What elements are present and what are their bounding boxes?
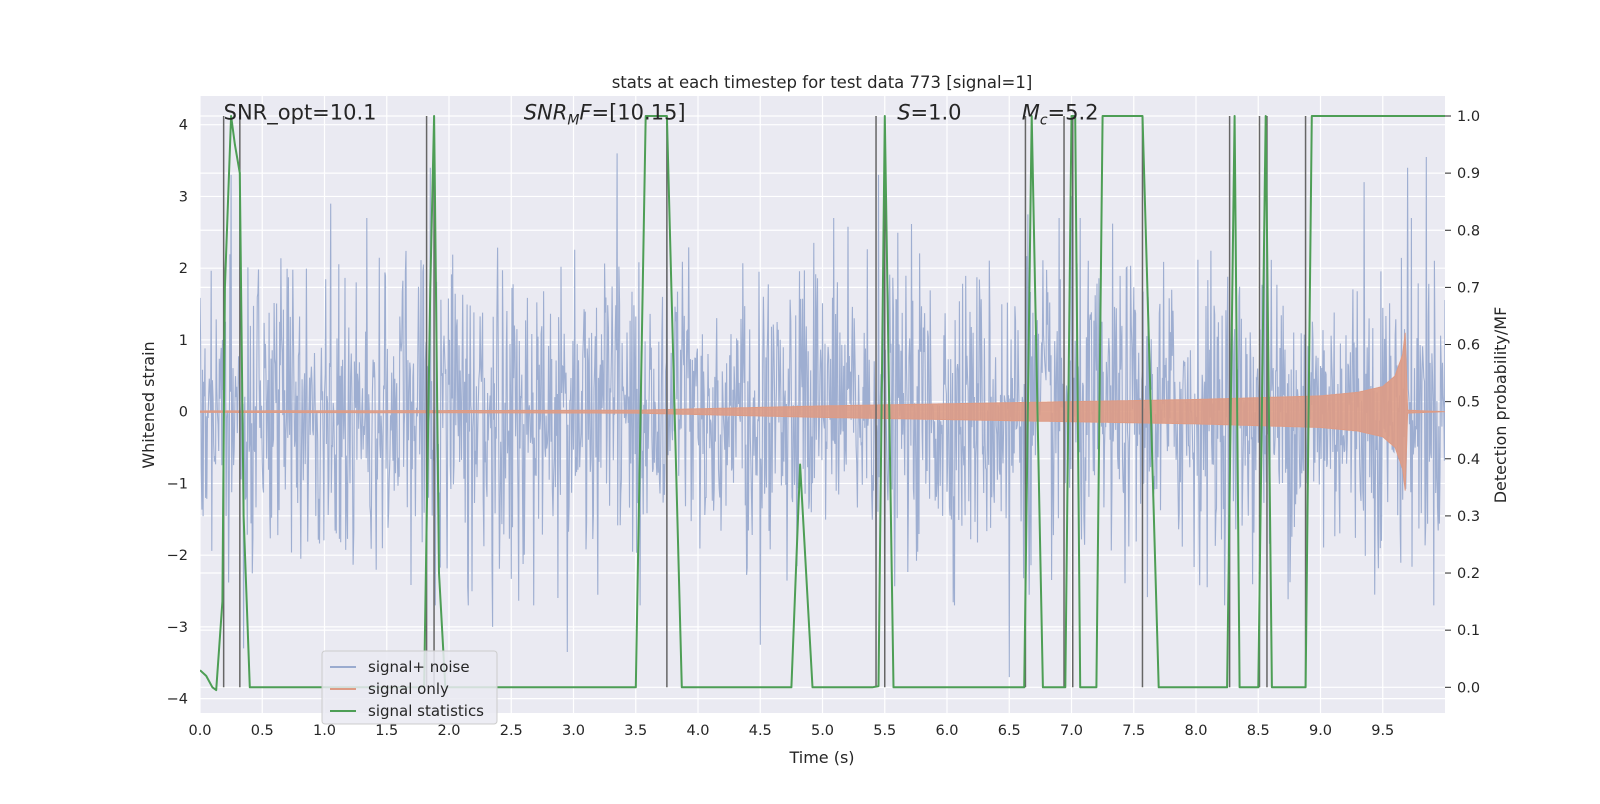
x-tick-label: 4.5	[749, 723, 772, 739]
y-right-tick-label: 0.6	[1457, 338, 1480, 354]
ticks: 0.0 0.5 1.0 1.5 2.0 2.5 3.0 3.5 4.0 4.5 5.0 5.5 6.0 6…	[167, 109, 1480, 739]
y-right-tick-label: 0.8	[1457, 223, 1480, 239]
y-right-tick-label: 0.3	[1457, 509, 1480, 525]
x-tick-label: 2.0	[437, 723, 460, 739]
series-signal-statistics	[200, 115, 1445, 692]
legend-frame	[321, 650, 498, 725]
x-tick-label: 0.5	[251, 723, 274, 739]
x-tick-label: 0.0	[188, 723, 211, 739]
legend-label: signal+ noise	[368, 658, 470, 676]
x-tick-label: 5.0	[811, 723, 834, 739]
y-left-tick-label: −2	[167, 548, 188, 564]
legend: signal+ noise signal only signal statistic…	[321, 650, 498, 725]
x-tick-label: 4.0	[686, 723, 709, 739]
y-right-tick-label: 1.0	[1457, 109, 1480, 125]
y-left-tick-label: −4	[167, 692, 188, 708]
annotation: SNRMF=[10.15]	[524, 101, 686, 129]
series-signal-only	[200, 332, 1445, 491]
y-left-tick-label: 0	[179, 405, 188, 421]
annotation: S=1.0	[897, 101, 961, 125]
y-left-tick-label: 4	[179, 118, 188, 134]
annotations: SNR_opt=10.1 SNRMF=[10.15] S=1.0 Mc=5.2	[224, 101, 1099, 129]
x-tick-label: 1.5	[375, 723, 398, 739]
annotation: Mc=5.2	[1022, 101, 1099, 129]
x-tick-label: 7.0	[1060, 723, 1083, 739]
legend-label: signal only	[368, 680, 449, 698]
y-left-tick-label: −3	[167, 620, 188, 636]
x-tick-label: 6.0	[935, 723, 958, 739]
y-right-tick-label: 0.5	[1457, 395, 1480, 411]
y-right-tick-label: 0.2	[1457, 566, 1480, 582]
x-tick-label: 9.0	[1309, 723, 1332, 739]
y-right-tick-label: 0.0	[1457, 680, 1480, 696]
y-left-tick-label: 3	[179, 189, 188, 205]
x-tick-label: 3.0	[562, 723, 585, 739]
x-tick-label: 6.5	[998, 723, 1021, 739]
x-tick-label: 5.5	[873, 723, 896, 739]
y-right-tick-label: 0.4	[1457, 452, 1480, 468]
y-right-tick-label: 0.1	[1457, 623, 1480, 639]
y-left-tick-label: 1	[179, 333, 188, 349]
y-right-tick-label: 0.9	[1457, 166, 1480, 182]
x-tick-label: 1.0	[313, 723, 336, 739]
chart-title: stats at each timestep for test data 773…	[612, 73, 1033, 92]
y-right-tick-label: 0.7	[1457, 280, 1480, 296]
y-axis-right-label: Detection probability/MF	[1491, 307, 1510, 504]
x-tick-label: 2.5	[500, 723, 523, 739]
x-tick-label: 9.5	[1371, 723, 1394, 739]
x-tick-label: 8.5	[1247, 723, 1270, 739]
plot-area	[200, 115, 1445, 692]
y-left-tick-label: −1	[167, 476, 188, 492]
y-left-tick-label: 2	[179, 261, 188, 277]
legend-label: signal statistics	[368, 702, 484, 720]
x-tick-label: 3.5	[624, 723, 647, 739]
x-tick-label: 7.5	[1122, 723, 1145, 739]
annotation: SNR_opt=10.1	[224, 101, 377, 126]
y-axis-left-label: Whitened strain	[139, 341, 158, 468]
x-tick-label: 8.0	[1184, 723, 1207, 739]
x-axis-label: Time (s)	[788, 748, 854, 767]
